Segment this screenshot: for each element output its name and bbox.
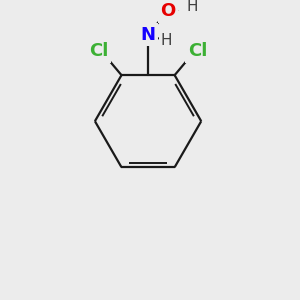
Text: H: H	[160, 33, 172, 48]
Text: N: N	[141, 26, 156, 44]
Text: O: O	[160, 2, 176, 20]
Text: Cl: Cl	[188, 43, 207, 61]
Text: Cl: Cl	[89, 43, 108, 61]
Text: H: H	[186, 0, 197, 14]
